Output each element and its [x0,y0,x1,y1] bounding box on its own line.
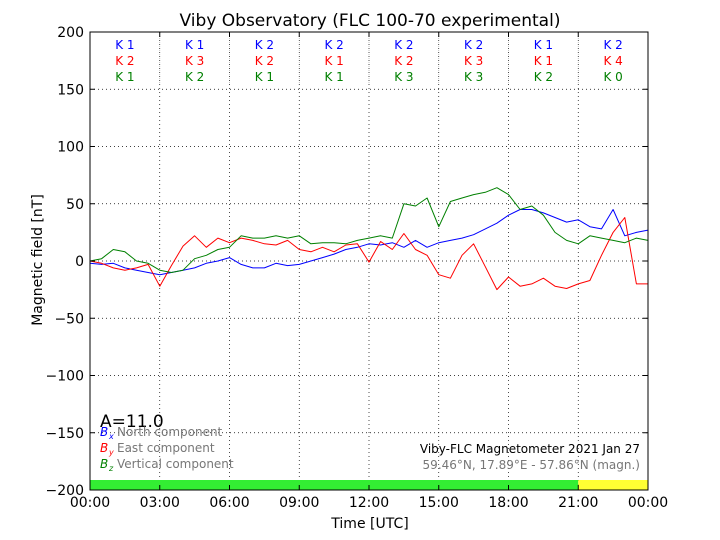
y-tick-label: 0 [75,254,84,270]
x-tick-label: 06:00 [209,495,249,511]
k-index-value: K 2 [603,38,622,52]
y-tick-label: −200 [46,483,84,499]
k-index-value: K 3 [464,70,483,84]
y-tick-label: 100 [57,140,84,156]
k-index-value: K 3 [464,54,483,68]
status-bar-segment [90,480,579,490]
k-index-value: K 2 [464,38,483,52]
status-bar-segment [578,480,648,490]
x-tick-label: 12:00 [349,495,389,511]
annotation-instrument: Viby-FLC Magnetometer 2021 Jan 27 [420,442,640,456]
grid-lines [90,32,648,490]
x-tick-label: 09:00 [279,495,319,511]
x-tick-label: 15:00 [419,495,459,511]
legend-symbol: B [100,441,108,455]
y-tick-label: −150 [46,426,84,442]
k-index-value: K 2 [115,54,134,68]
k-index-value: K 2 [394,38,413,52]
series-line-east-component [89,217,648,291]
k-index-table: K 1 K 2 K 1 K 1 K 3 K 2 K 2 K 2 K 1 K 2 K 1 K 1 K 2 K… [115,38,623,86]
axis-ticks: 00:00 03:00 06:00 09:00 12:00 15:00 18:00 21:00… [46,25,669,511]
legend-label: Vertical component [117,457,234,471]
y-axis-label: Magnetic field [nT] [30,194,46,326]
legend-symbol-subscript: y [108,448,114,457]
y-tick-label: −100 [46,369,84,385]
k-index-value: K 2 [324,38,343,52]
x-tick-label: 00:00 [70,495,110,511]
y-tick-label: 200 [57,25,84,41]
k-index-value: K 1 [115,38,134,52]
legend-label: East component [117,441,215,455]
x-tick-label: 03:00 [140,495,180,511]
k-index-value: K 3 [185,54,204,68]
k-index-value: K 2 [255,38,274,52]
x-tick-label: 18:00 [488,495,528,511]
k-index-value: K 1 [255,70,274,84]
y-tick-label: 150 [57,82,84,98]
y-tick-label: 50 [66,197,84,213]
legend-symbol-subscript: x [108,432,114,441]
legend-symbol: B [100,425,108,439]
legend-symbol: B [100,457,108,471]
a-index-label: A=11.0 [100,412,164,432]
k-index-value: K 1 [115,70,134,84]
k-index-value: K 1 [534,54,553,68]
legend-symbol-subscript: z [108,464,114,473]
k-index-value: K 1 [185,38,204,52]
x-axis-label: Time [UTC] [330,516,408,532]
y-tick-label: −50 [54,311,84,327]
k-index-value: K 3 [394,70,413,84]
legend-label: North component [117,425,223,439]
activity-status-bar [90,480,648,490]
k-index-value: K 0 [603,70,622,84]
x-tick-label: 21:00 [558,495,598,511]
k-index-value: K 1 [534,38,553,52]
series-line-vertical-component [89,187,649,273]
chart-title: Viby Observatory (FLC 100-70 experimenta… [180,11,561,31]
x-tick-label: 00:00 [628,495,668,511]
k-index-value: K 2 [255,54,274,68]
annotation-coordinates: 59.46°N, 17.89°E - 57.86°N (magn.) [423,458,640,472]
data-series [89,187,649,291]
k-index-value: K 1 [324,54,343,68]
k-index-value: K 1 [324,70,343,84]
k-index-value: K 2 [185,70,204,84]
k-index-value: K 4 [603,54,622,68]
k-index-value: K 2 [394,54,413,68]
k-index-value: K 2 [534,70,553,84]
